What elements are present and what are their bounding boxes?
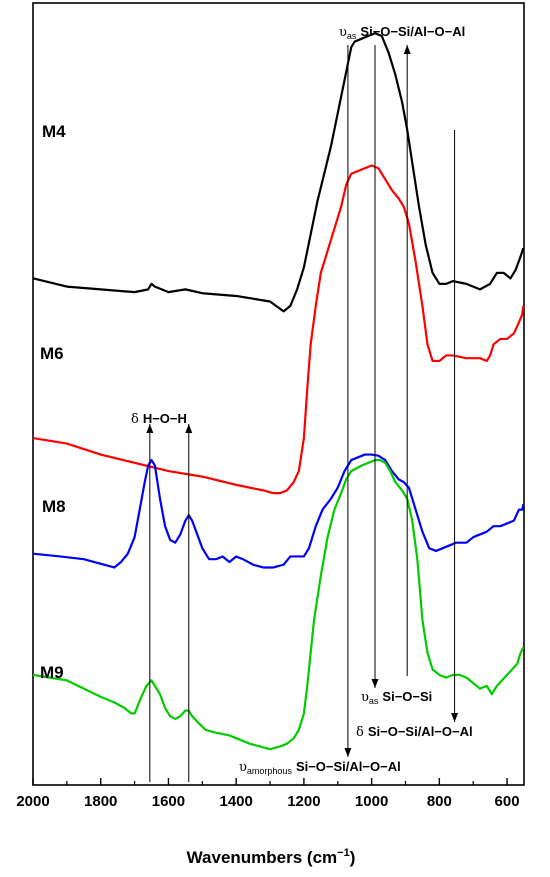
annotation-symbol: δ [131, 412, 139, 427]
x-axis-title-main: Wavenumbers (cm [187, 848, 338, 867]
annotation-delta-h-o-h: δ H−O−H [131, 411, 187, 427]
annotation-vas-si-o-si: υas Si−O−Si [361, 689, 432, 706]
arrow-vas-si-o-si-head [371, 679, 379, 688]
series-label-m4: M4 [42, 122, 66, 141]
x-axis-title-end: ) [350, 848, 356, 867]
x-axis-ticks: 2000 1800 1600 1400 1200 1000 800 600 [16, 778, 520, 810]
series-label-m6: M6 [40, 344, 64, 363]
arrow-amorphous-head [344, 748, 352, 757]
x-tick-label-1800: 1800 [84, 793, 117, 810]
annotation-subscript: amorphous [247, 766, 293, 776]
series-line-m8 [32, 453, 525, 569]
x-tick-label-1400: 1400 [219, 793, 252, 810]
x-tick-label-1200: 1200 [287, 793, 320, 810]
annotation-text: Si−O−Si/Al−O−Al [360, 24, 465, 39]
series-line-m4 [32, 32, 525, 313]
annotation-text: Si−O−Si [382, 689, 432, 704]
x-axis-title: Wavenumbers (cm−1) [187, 847, 356, 867]
annotation-amorphous-si-o-si-al-o-al: υamorphous Si−O−Si/Al−O−Al [239, 759, 401, 776]
series-line-m6 [32, 164, 525, 495]
x-tick-label-1600: 1600 [152, 793, 185, 810]
annotation-symbol: δ [356, 725, 364, 740]
annotation-arrows [146, 45, 459, 782]
annotation-delta-si-o-si-al-o-al: δ Si−O−Si/Al−O−Al [356, 724, 473, 740]
series-label-m8: M8 [42, 497, 66, 516]
x-tick-label-2000: 2000 [16, 793, 49, 810]
annotation-symbol: υ [339, 25, 347, 40]
annotation-text: Si−O−Si/Al−O−Al [368, 724, 473, 739]
arrow-delta-si-head [451, 713, 459, 722]
x-tick-label-600: 600 [495, 793, 520, 810]
series-group [32, 32, 525, 751]
annotation-symbol: υ [239, 760, 247, 775]
annotation-subscript: as [369, 696, 379, 706]
annotation-text: H−O−H [143, 411, 187, 426]
x-tick-label-800: 800 [427, 793, 452, 810]
annotation-vas-si-o-si-al-o-al-top: υas Si−O−Si/Al−O−Al [339, 24, 465, 41]
series-line-m9 [32, 458, 525, 751]
arrow-delta-hoh-right-head [185, 424, 193, 433]
arrow-delta-hoh-left-head [146, 424, 154, 433]
plot-frame [32, 2, 525, 786]
annotation-text: Si−O−Si/Al−O−Al [296, 759, 401, 774]
x-tick-label-1000: 1000 [355, 793, 388, 810]
arrow-vas-top-head [403, 45, 411, 54]
annotation-symbol: υ [361, 690, 369, 705]
series-label-m9: M9 [40, 663, 64, 682]
annotation-subscript: as [347, 31, 357, 41]
x-axis-title-sup: −1 [337, 847, 350, 859]
